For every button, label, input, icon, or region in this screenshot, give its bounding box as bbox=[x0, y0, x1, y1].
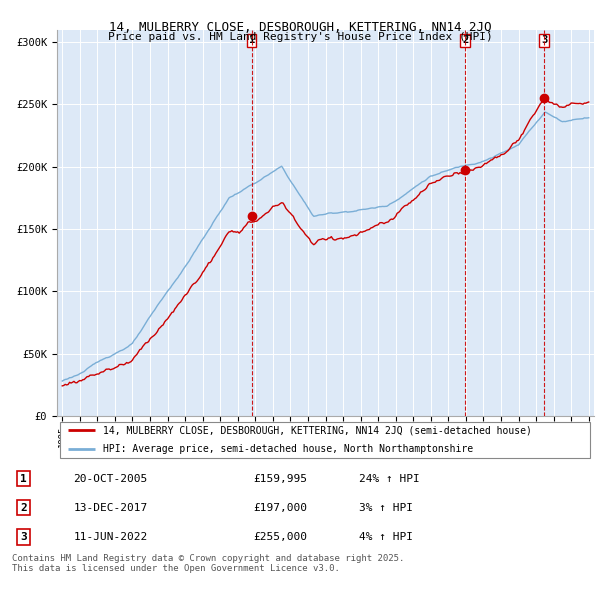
Text: HPI: Average price, semi-detached house, North Northamptonshire: HPI: Average price, semi-detached house,… bbox=[103, 444, 473, 454]
Text: 1: 1 bbox=[20, 474, 27, 484]
Text: 11-JUN-2022: 11-JUN-2022 bbox=[74, 532, 148, 542]
Text: Contains HM Land Registry data © Crown copyright and database right 2025.
This d: Contains HM Land Registry data © Crown c… bbox=[12, 553, 404, 573]
Text: 2: 2 bbox=[462, 35, 468, 45]
Text: £159,995: £159,995 bbox=[253, 474, 307, 484]
Text: 4% ↑ HPI: 4% ↑ HPI bbox=[359, 532, 413, 542]
Text: £197,000: £197,000 bbox=[253, 503, 307, 513]
Text: Price paid vs. HM Land Registry's House Price Index (HPI): Price paid vs. HM Land Registry's House … bbox=[107, 32, 493, 42]
Text: 3: 3 bbox=[20, 532, 27, 542]
Text: 1: 1 bbox=[248, 35, 255, 45]
Text: £255,000: £255,000 bbox=[253, 532, 307, 542]
FancyBboxPatch shape bbox=[59, 422, 590, 458]
Text: 24% ↑ HPI: 24% ↑ HPI bbox=[359, 474, 419, 484]
Text: 2: 2 bbox=[20, 503, 27, 513]
Text: 20-OCT-2005: 20-OCT-2005 bbox=[74, 474, 148, 484]
Text: 14, MULBERRY CLOSE, DESBOROUGH, KETTERING, NN14 2JQ: 14, MULBERRY CLOSE, DESBOROUGH, KETTERIN… bbox=[109, 21, 491, 34]
Text: 3% ↑ HPI: 3% ↑ HPI bbox=[359, 503, 413, 513]
Text: 14, MULBERRY CLOSE, DESBOROUGH, KETTERING, NN14 2JQ (semi-detached house): 14, MULBERRY CLOSE, DESBOROUGH, KETTERIN… bbox=[103, 425, 532, 435]
Text: 13-DEC-2017: 13-DEC-2017 bbox=[74, 503, 148, 513]
Text: 3: 3 bbox=[541, 35, 547, 45]
